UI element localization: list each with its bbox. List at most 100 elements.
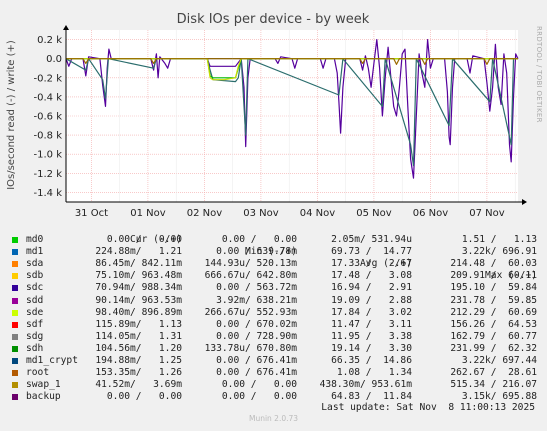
y-tick-label: 0.0 bbox=[46, 54, 62, 65]
legend-avg: 11.95 / 3.38 bbox=[331, 330, 412, 342]
legend-cur: 224.88m/ 1.21 bbox=[95, 246, 182, 258]
legend-min: 0.00 / 639.78m bbox=[216, 246, 297, 258]
x-tick-label: 04 Nov bbox=[300, 208, 336, 219]
munin-footer: Munin 2.0.73 bbox=[248, 414, 299, 423]
x-tick-label: 06 Nov bbox=[413, 208, 449, 219]
y-axis-arrow-icon bbox=[63, 25, 69, 30]
legend-row: sdf 115.89m/ 1.13 0.00 / 670.02m 11.47 / 3.… bbox=[12, 319, 537, 331]
x-tick-label: 03 Nov bbox=[243, 208, 279, 219]
legend-min: 144.93u/ 520.13m bbox=[204, 258, 297, 270]
legend-min: 0.00 / 676.41m bbox=[216, 367, 297, 379]
legend-max: 162.79 / 60.77 bbox=[450, 330, 537, 342]
legend-swatch bbox=[12, 358, 18, 365]
legend-rows: md0 0.00 / 0.00 0.00 / 0.00 2.05m/ 531.94u 1… bbox=[12, 234, 537, 403]
legend-min: 3.92m/ 638.21m bbox=[216, 294, 297, 306]
legend-swatch bbox=[12, 261, 18, 268]
legend-name: sdc bbox=[26, 282, 44, 294]
legend-row: md0 0.00 / 0.00 0.00 / 0.00 2.05m/ 531.94u 1… bbox=[12, 234, 537, 246]
legend-avg: 66.35 / 14.86 bbox=[331, 355, 412, 367]
legend-cur: 153.35m/ 1.26 bbox=[95, 367, 182, 379]
legend-cur: 75.10m/ 963.48m bbox=[95, 270, 182, 282]
legend-name: swap_1 bbox=[26, 379, 61, 391]
legend-swatch bbox=[12, 273, 18, 280]
y-tick-label: -1.4 k bbox=[34, 188, 63, 199]
legend-name: md1 bbox=[26, 246, 44, 258]
series-line-root bbox=[66, 58, 518, 66]
legend-row: sda 86.45m/ 842.11m 144.93u/ 520.13m 17.33 … bbox=[12, 258, 537, 270]
legend-min: 0.00 / 670.02m bbox=[216, 318, 297, 330]
legend-row: md1_crypt 194.88m/ 1.25 0.00 / 676.41m 66.3… bbox=[12, 355, 537, 367]
legend-max: 3.15k/ 695.88 bbox=[461, 391, 537, 403]
legend-avg: 438.30m/ 953.61m bbox=[319, 379, 412, 391]
legend-name: sdd bbox=[26, 294, 44, 306]
legend-avg: 69.73 / 14.77 bbox=[331, 246, 412, 258]
legend-swatch bbox=[12, 297, 18, 304]
legend-row: sde 98.40m/ 896.89m 266.67u/ 552.93m 17.84 … bbox=[12, 307, 537, 319]
legend-min: 0.00 / 0.00 bbox=[221, 234, 297, 246]
legend-min: 666.67u/ 642.80m bbox=[204, 270, 297, 282]
legend-avg: 2.05m/ 531.94u bbox=[331, 234, 412, 246]
chart-title: Disk IOs per device - by week bbox=[177, 12, 370, 27]
legend-cur: 41.52m/ 3.69m bbox=[95, 379, 182, 391]
legend-cur: 86.45m/ 842.11m bbox=[95, 258, 182, 270]
legend-cur: 104.56m/ 1.20 bbox=[95, 342, 182, 354]
disk-io-chart: Disk IOs per device - by week IOs/second… bbox=[6, 12, 543, 219]
legend-min: 0.00 / 0.00 bbox=[221, 379, 297, 391]
legend-max: 212.29 / 60.69 bbox=[450, 306, 537, 318]
legend-cur: 90.14m/ 963.53m bbox=[95, 294, 182, 306]
legend-max: 209.91 / 60.11 bbox=[450, 270, 537, 282]
legend-max: 156.26 / 64.53 bbox=[450, 318, 537, 330]
y-tick-label: -1.0 k bbox=[34, 150, 63, 161]
legend-name: sdb bbox=[26, 270, 44, 282]
x-ticks: 31 Oct 01 Nov 02 Nov 03 Nov 04 Nov 05 Nov 06 N… bbox=[75, 208, 505, 219]
legend-avg: 19.14 / 3.30 bbox=[331, 342, 412, 354]
x-tick-label: 07 Nov bbox=[469, 208, 505, 219]
legend-row: sdc 70.94m/ 988.34m 0.00 / 563.72m 16.94 / … bbox=[12, 282, 537, 294]
header-max: Max (-/+) bbox=[485, 270, 537, 282]
legend-swatch bbox=[12, 309, 18, 316]
legend-swatch bbox=[12, 249, 18, 256]
legend-avg: 11.47 / 3.11 bbox=[331, 318, 412, 330]
header-avg: Avg (-/+) bbox=[360, 258, 412, 270]
series-line-md1-crypt bbox=[65, 58, 518, 167]
legend-max: 1.51 / 1.13 bbox=[461, 234, 537, 246]
rrdtool-credit: RRDTOOL / TOBI OETIKER bbox=[535, 26, 543, 123]
legend-swatch bbox=[12, 321, 18, 328]
legend-min: 133.78u/ 670.80m bbox=[204, 342, 297, 354]
legend-max: 195.10 / 59.84 bbox=[450, 282, 537, 294]
legend-header: Cur (-/+) Min (-/+) Avg (-/+) Max (-/+) bbox=[12, 222, 537, 281]
legend-row: swap_1 41.52m/ 3.69m 0.00 / 0.00 438.30m/ 9… bbox=[12, 379, 537, 391]
x-tick-label: 01 Nov bbox=[130, 208, 166, 219]
legend-avg: 1.08 / 1.34 bbox=[336, 367, 412, 379]
legend-row: root 153.35m/ 1.26 0.00 / 676.41m 1.08 / 1.… bbox=[12, 367, 537, 379]
legend-swatch bbox=[12, 237, 18, 244]
legend-row: md1 224.88m/ 1.21 0.00 / 639.78m 69.73 / 14… bbox=[12, 246, 537, 258]
last-update: Last update: Sat Nov 8 11:00:13 2025 bbox=[321, 402, 535, 413]
header-min: Min (-/+) bbox=[245, 246, 297, 258]
legend-swatch bbox=[12, 285, 18, 292]
legend: Cur (-/+) Min (-/+) Avg (-/+) Max (-/+) … bbox=[12, 222, 537, 403]
legend-max: 3.22k/ 697.44 bbox=[461, 355, 537, 367]
x-axis-arrow-icon bbox=[522, 199, 527, 205]
legend-name: md1_crypt bbox=[26, 355, 78, 367]
legend-name: sdh bbox=[26, 342, 44, 354]
legend-cur: 70.94m/ 988.34m bbox=[95, 282, 182, 294]
legend-name: sde bbox=[26, 306, 44, 318]
y-tick-label: -0.8 k bbox=[34, 131, 63, 142]
legend-min: 0.00 / 563.72m bbox=[216, 282, 297, 294]
x-tick-label: 02 Nov bbox=[187, 208, 223, 219]
legend-avg: 64.83 / 11.84 bbox=[331, 391, 412, 403]
legend-min: 266.67u/ 552.93m bbox=[204, 306, 297, 318]
x-tick-label: 05 Nov bbox=[356, 208, 392, 219]
legend-swatch bbox=[12, 370, 18, 377]
legend-min: 0.00 / 728.90m bbox=[216, 330, 297, 342]
legend-row: sdd 90.14m/ 963.53m 3.92m/ 638.21m 19.09 / … bbox=[12, 295, 537, 307]
legend-avg: 16.94 / 2.91 bbox=[331, 282, 412, 294]
legend-min: 0.00 / 0.00 bbox=[221, 391, 297, 403]
legend-cur: 194.88m/ 1.25 bbox=[95, 355, 182, 367]
legend-row: sdg 114.05m/ 1.31 0.00 / 728.90m 11.95 / 3.… bbox=[12, 331, 537, 343]
legend-row: backup 0.00 / 0.00 0.00 / 0.00 64.83 / 11.8… bbox=[12, 391, 537, 403]
legend-name: sda bbox=[26, 258, 44, 270]
legend-max: 231.78 / 59.85 bbox=[450, 294, 537, 306]
legend-max: 3.22k/ 696.91 bbox=[461, 246, 537, 258]
